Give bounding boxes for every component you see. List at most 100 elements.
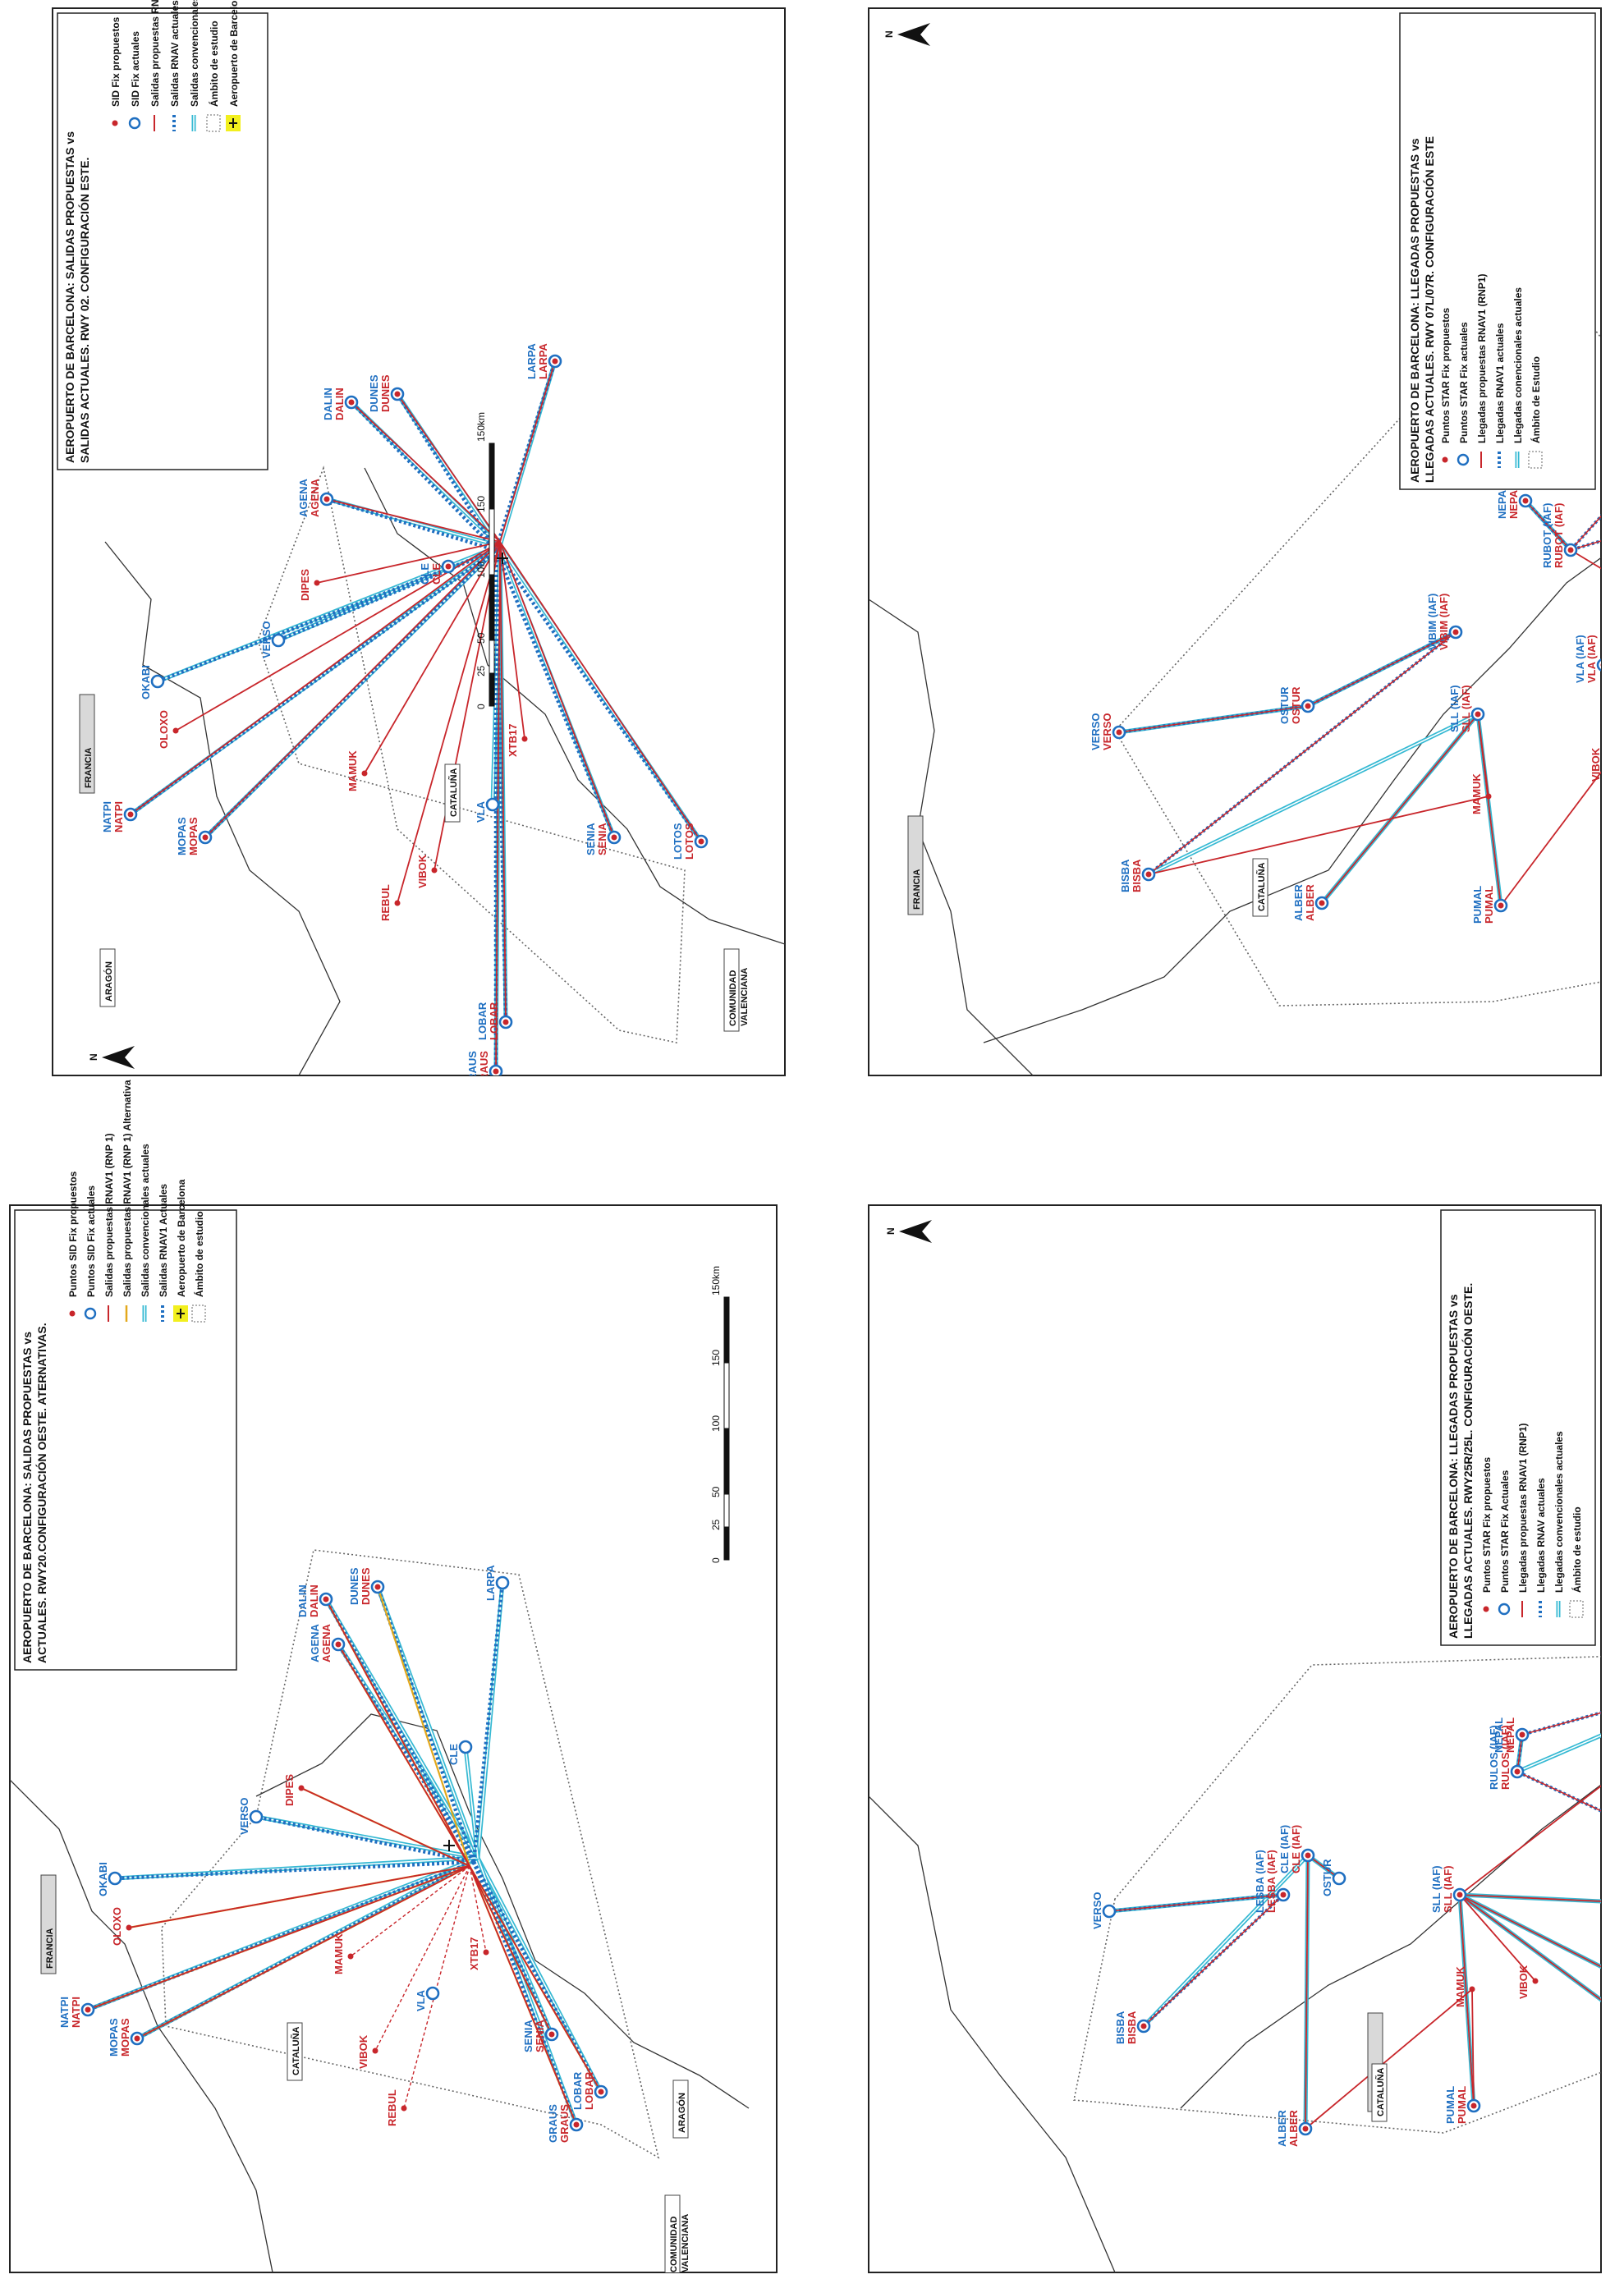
waypoint-xtb17[interactable]: XTB17 — [507, 724, 528, 757]
conventional-route — [1603, 665, 1624, 743]
waypoint-graus[interactable]: GRAUS GRAUS — [547, 2104, 584, 2143]
waypoint-graus[interactable]: GRAUS GRAUS — [466, 1051, 503, 1089]
waypoint-dipes[interactable]: DIPES — [283, 1774, 305, 1806]
waypoint-bisba[interactable]: BISBA BISBA — [1114, 2011, 1151, 2044]
panel-br-map: ALBER ALBER BISBA BISBA VERSO PUMAL PUMAL MAMUK… — [869, 1220, 1601, 2272]
waypoint-vla[interactable]: VLA — [475, 797, 500, 823]
waypoint-vibok[interactable]: VIBOK — [1517, 1965, 1539, 1999]
waypoint-agena[interactable]: AGENA AGENA — [309, 1623, 346, 1662]
waypoint-mamuk[interactable]: MAMUK — [1454, 1966, 1475, 2007]
waypoint-mamuk[interactable]: MAMUK — [333, 1933, 354, 1974]
waypoint-verso[interactable]: VERSO — [238, 1797, 264, 1835]
waypoint-cle-iaf-[interactable]: CLE (IAF) CLE (IAF) — [1278, 1825, 1315, 1873]
waypoint-dunes[interactable]: DUNES DUNES — [348, 1567, 385, 1605]
current-fix-marker — [485, 797, 500, 812]
waypoint-xtb17[interactable]: XTB17 — [468, 1937, 489, 1970]
waypoint-label-proposed: MOPAS — [119, 2018, 131, 2057]
waypoint-ostur[interactable]: OSTUR OSTUR — [1278, 686, 1315, 724]
proposed-fix-marker — [335, 1641, 342, 1648]
waypoint-vibok[interactable]: VIBOK — [1590, 747, 1611, 782]
waypoint-label-proposed: VIBIM (IAF) — [1438, 594, 1450, 650]
waypoint-rebul[interactable]: REBUL — [379, 884, 401, 921]
waypoint-oloxo[interactable]: OLOXO — [158, 710, 179, 749]
proposed-fix-marker — [1498, 902, 1504, 909]
waypoint-dalin[interactable]: DALIN DALIN — [296, 1584, 333, 1617]
legend-label: Salidas propuestas RNAV 1 (RNP1) — [149, 0, 161, 107]
waypoint-agena[interactable]: AGENA AGENA — [297, 478, 334, 517]
waypoint-larpa[interactable]: LARPA — [484, 1565, 510, 1601]
waypoint-alber[interactable]: ALBER ALBER — [1276, 2110, 1313, 2147]
waypoint-pumal[interactable]: PUMAL PUMAL — [1444, 2086, 1481, 2124]
waypoint-mopas[interactable]: MOPAS MOPAS — [176, 817, 213, 855]
waypoint-cle[interactable]: CLE CLE — [419, 559, 456, 585]
waypoint-label-proposed: REBUL — [386, 2089, 398, 2126]
waypoint-ostur[interactable]: OSTUR — [1321, 1859, 1346, 1896]
legend-item-airport: Aeropuerto de Barcelona — [226, 0, 241, 131]
waypoint-sll-iaf-[interactable]: SLL (IAF) SLL (IAF) — [1430, 1865, 1467, 1913]
waypoint-label-proposed: BISBA — [1126, 2011, 1138, 2044]
waypoint-vla-iaf-[interactable]: VLA (IAF) VLA (IAF) — [1574, 635, 1609, 683]
rnav-current-route — [396, 392, 498, 552]
waypoint-cle[interactable]: CLE — [447, 1740, 473, 1765]
waypoint-pumal[interactable]: PUMAL PUMAL — [1471, 886, 1508, 924]
proposed-route — [1570, 515, 1601, 551]
waypoint-natpi[interactable]: NATPI NATPI — [58, 1997, 95, 2028]
waypoint-label-current: RULOS (IAF) — [1488, 1725, 1500, 1790]
region-label: CATALUÑA — [287, 2022, 303, 2081]
waypoint-okabi[interactable]: OKABI — [97, 1862, 122, 1896]
waypoint-lesba-iaf-[interactable]: LESBA (IAF) LESBA (IAF) — [1254, 1850, 1291, 1913]
waypoint-mopas[interactable]: MOPAS MOPAS — [108, 2018, 145, 2057]
waypoint-mamuk[interactable]: MAMUK — [346, 750, 368, 791]
waypoint-okabi[interactable]: OKABI — [140, 665, 165, 699]
waypoint-senia[interactable]: SENIA SENIA — [522, 2020, 559, 2052]
waypoint-label-proposed: DIPES — [299, 569, 311, 601]
waypoint-mamuk[interactable]: MAMUK — [1470, 773, 1492, 814]
conventional-route — [1603, 665, 1624, 880]
proposed-fix-marker — [611, 834, 617, 841]
waypoint-label-current: OSTUR — [1321, 1859, 1333, 1896]
proposed-fix-marker — [1567, 547, 1574, 553]
waypoint-rulos-iaf-[interactable]: RULOS (IAF) RULOS (IAF) — [1488, 1725, 1525, 1790]
waypoint-dipes[interactable]: DIPES — [299, 569, 320, 601]
waypoint-rubot-iaf-[interactable]: RUBOT (IAF) RUBOT (IAF) — [1541, 503, 1578, 568]
waypoint-bisba[interactable]: BISBA BISBA — [1119, 859, 1156, 892]
svg-text:COMUNIDAD: COMUNIDAD — [728, 970, 738, 1026]
waypoint-lotos[interactable]: LOTOS LOTOS — [672, 823, 709, 860]
waypoint-vla[interactable]: VLA — [415, 1986, 440, 2011]
waypoint-lobar[interactable]: LOBAR LOBAR — [571, 2071, 608, 2110]
waypoint-label-current: CLE — [419, 563, 431, 585]
waypoint-label-current: ALBER — [1292, 884, 1305, 921]
waypoint-natpi[interactable]: NATPI NATPI — [101, 801, 138, 832]
legend-item-rnav-current: Llegadas RNAV actuales — [1535, 1478, 1547, 1617]
waypoint-dalin[interactable]: DALIN DALIN — [322, 387, 359, 420]
waypoint-larpa[interactable]: LARPA LARPA — [525, 343, 562, 379]
waypoint-vibim-iaf-[interactable]: VIBIM (IAF) VIBIM (IAF) — [1426, 594, 1463, 650]
waypoint-alber[interactable]: ALBER ALBER — [1292, 884, 1329, 921]
waypoint-label-proposed: PUMAL — [1456, 2086, 1468, 2124]
waypoint-verso[interactable]: VERSO VERSO — [1090, 713, 1126, 750]
waypoint-sll-iaf-[interactable]: SLL (IAF) SLL (IAF) — [1448, 685, 1485, 732]
proposed-route-dashed — [469, 1865, 487, 1953]
legend-label: Ámbito de estudio — [208, 21, 220, 107]
waypoint-lobar[interactable]: LOBAR LOBAR — [476, 1002, 513, 1040]
proposed-route — [469, 1865, 577, 2125]
waypoint-nepal[interactable]: NEPAL NEPAL — [1496, 484, 1533, 519]
proposed-fix-marker — [172, 727, 179, 734]
waypoint-verso[interactable]: VERSO — [1091, 1892, 1117, 1929]
waypoint-oloxo[interactable]: OLOXO — [111, 1907, 132, 1946]
study-area-tl — [257, 465, 686, 1043]
proposed-fix-marker — [483, 1949, 489, 1956]
waypoint-vibok[interactable]: VIBOK — [357, 2034, 378, 2069]
waypoint-vibok[interactable]: VIBOK — [416, 854, 438, 888]
waypoint-verso[interactable]: VERSO — [260, 621, 286, 658]
proposed-fix-marker — [552, 358, 558, 365]
waypoint-label-current: CLE (IAF) — [1278, 1825, 1291, 1873]
waypoint-dunes[interactable]: DUNES DUNES — [368, 374, 405, 412]
waypoint-nepal[interactable]: NEPAL NEPAL — [1493, 1717, 1530, 1753]
legend-label: Puntos STAR Fix Actuales — [1499, 1470, 1511, 1593]
legend-label: Salidas RNAV1 Actuales — [158, 1184, 169, 1297]
region-label: CATALUÑA — [1371, 2063, 1388, 2122]
waypoint-senia[interactable]: SENIA SENIA — [585, 823, 622, 855]
waypoint-label-proposed: PUMAL — [1483, 886, 1495, 924]
waypoint-rebul[interactable]: REBUL — [386, 2089, 407, 2126]
